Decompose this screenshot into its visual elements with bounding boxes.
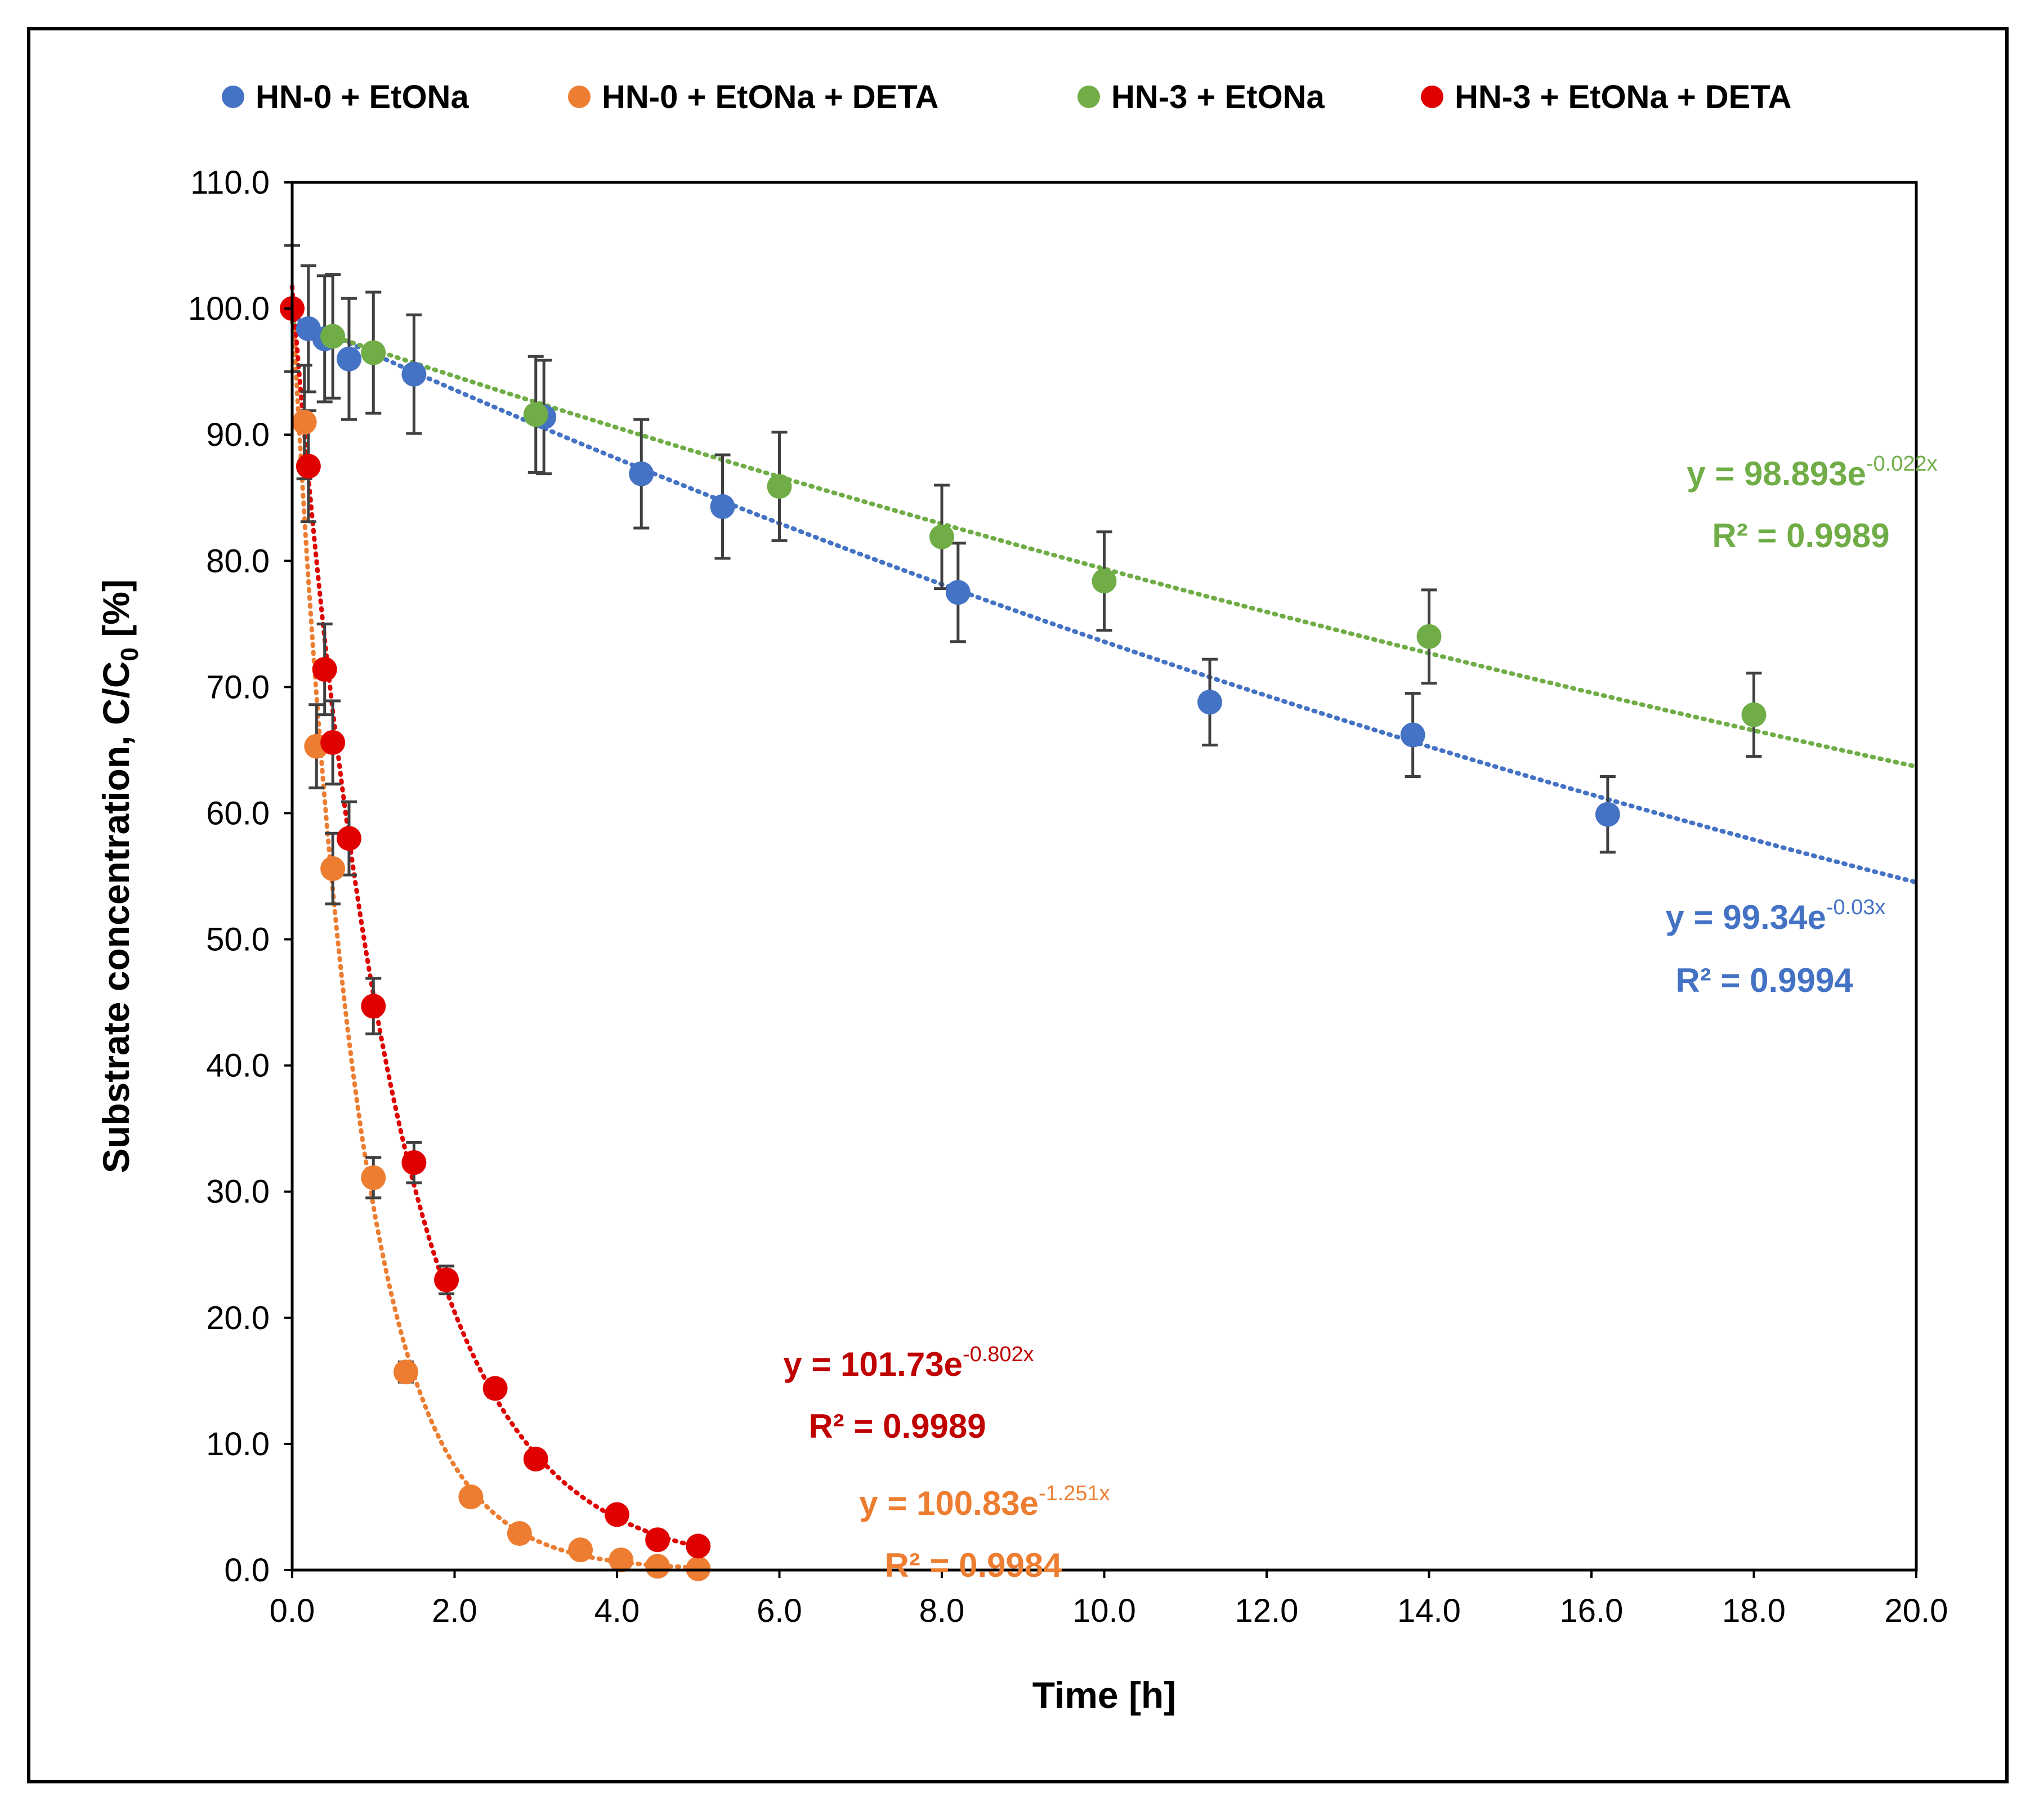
data-point-series-1 xyxy=(1400,722,1425,748)
legend-marker-series-4 xyxy=(1421,86,1443,108)
y-tick-label: 30.0 xyxy=(206,1174,270,1210)
trendline-series-4 xyxy=(290,284,705,1550)
data-point-series-3 xyxy=(1416,624,1442,649)
y-tick-label: 20.0 xyxy=(206,1300,270,1336)
data-point-series-3 xyxy=(929,524,954,549)
legend-marker-series-2 xyxy=(568,86,591,108)
data-point-series-4 xyxy=(320,730,346,755)
data-point-series-3 xyxy=(361,340,386,365)
data-point-series-1 xyxy=(401,361,427,387)
data-point-series-4 xyxy=(296,454,321,479)
r2-series-1: R² = 0.9994 xyxy=(1675,962,1853,999)
y-tick-label: 10.0 xyxy=(206,1426,270,1463)
legend-label-series-4: HN-3 + EtONa + DETA xyxy=(1455,79,1791,115)
x-tick-label: 10.0 xyxy=(1072,1593,1136,1629)
y-tick-label: 40.0 xyxy=(206,1048,270,1084)
y-axis-title-unit: [%] xyxy=(95,579,137,647)
trendline-series-1 xyxy=(290,314,1919,885)
equation-base: y = 101.73e xyxy=(783,1345,963,1383)
y-axis-title-subscript: 0 xyxy=(116,647,144,661)
data-point-series-1 xyxy=(1197,690,1223,715)
data-point-series-2 xyxy=(361,1165,386,1191)
equation-base: y = 99.34e xyxy=(1666,898,1826,936)
equation-series-4: y = 101.73e-0.802x xyxy=(783,1343,1034,1383)
equation-series-3: y = 98.893e-0.022x xyxy=(1687,452,1937,493)
r2-series-4: R² = 0.9989 xyxy=(808,1407,986,1445)
annotations: y = 99.34e-0.03x R² = 0.9994 y = 100.83e-1… xyxy=(783,452,1937,1584)
equation-exponent: -1.251x xyxy=(1039,1482,1110,1505)
data-point-series-4 xyxy=(686,1533,711,1559)
x-tick-label: 14.0 xyxy=(1397,1593,1461,1629)
equation-series-1: y = 99.34e-0.03x xyxy=(1666,896,1886,936)
data-point-series-4 xyxy=(482,1376,508,1401)
equation-base: y = 98.893e xyxy=(1687,455,1866,493)
data-point-series-3 xyxy=(320,324,346,349)
trendline-series-3 xyxy=(290,320,1919,769)
data-point-series-2 xyxy=(393,1360,418,1385)
data-point-series-4 xyxy=(361,994,386,1019)
r2-series-2: R² = 0.9984 xyxy=(884,1546,1062,1584)
data-point-series-3 xyxy=(1741,702,1767,727)
data-point-series-1 xyxy=(710,494,735,519)
data-point-series-1 xyxy=(629,461,654,486)
legend-label-series-3: HN-3 + EtONa xyxy=(1111,79,1325,115)
legend: HN-0 + EtONa HN-0 + EtONa + DETA HN-3 + Et… xyxy=(222,79,1791,115)
y-tick-label: 0.0 xyxy=(224,1552,270,1589)
data-point-series-2 xyxy=(645,1554,670,1579)
y-tick-label: 60.0 xyxy=(206,795,270,831)
data-point-series-2 xyxy=(292,409,317,435)
data-point-series-4 xyxy=(434,1267,459,1293)
x-tick-label: 4.0 xyxy=(594,1593,640,1629)
data-point-series-4 xyxy=(312,656,337,682)
data-point-series-2 xyxy=(320,856,346,882)
chart-frame: HN-0 + EtONa HN-0 + EtONa + DETA HN-3 + Et… xyxy=(27,27,2009,1783)
data-point-series-4 xyxy=(605,1502,629,1527)
legend-label-series-1: HN-0 + EtONa xyxy=(256,79,469,115)
y-tick-label: 90.0 xyxy=(206,417,270,453)
legend-marker-series-3 xyxy=(1077,86,1100,108)
axes: 0.0 2.0 4.0 6.0 8.0 10.0 12.0 14.0 16.0 18.0 20.0 0… xyxy=(95,164,1948,1716)
y-tick-label: 100.0 xyxy=(188,290,270,327)
data-point-series-4 xyxy=(523,1446,548,1472)
data-point-series-3 xyxy=(767,474,792,499)
data-point-series-3 xyxy=(1092,569,1117,594)
equation-exponent: -0.03x xyxy=(1826,896,1886,919)
x-tick-label: 20.0 xyxy=(1885,1593,1948,1629)
x-tick-label: 12.0 xyxy=(1235,1593,1299,1629)
y-tick-label: 50.0 xyxy=(206,922,270,958)
r2-series-3: R² = 0.9989 xyxy=(1712,517,1889,555)
y-tick-label: 110.0 xyxy=(190,164,270,201)
legend-label-series-2: HN-0 + EtONa + DETA xyxy=(602,79,938,115)
x-tick-label: 6.0 xyxy=(757,1593,802,1629)
equation-base: y = 100.83e xyxy=(859,1484,1039,1522)
data-point-series-4 xyxy=(401,1150,427,1175)
y-tick-label: 70.0 xyxy=(206,669,270,705)
x-tick-label: 16.0 xyxy=(1560,1593,1624,1629)
equation-exponent: -0.022x xyxy=(1866,452,1938,476)
x-axis-title: Time [h] xyxy=(1032,1674,1176,1716)
y-tick-label: 80.0 xyxy=(206,543,270,579)
trendline-series-2 xyxy=(290,296,705,1570)
chart-svg: HN-0 + EtONa HN-0 + EtONa + DETA HN-3 + Et… xyxy=(95,79,1948,1716)
x-tick-label: 2.0 xyxy=(432,1593,477,1629)
data-point-series-2 xyxy=(507,1521,532,1546)
data-point-series-4 xyxy=(645,1527,670,1553)
data-point-series-1 xyxy=(336,346,361,372)
x-tick-label: 0.0 xyxy=(270,1593,315,1629)
equation-exponent: -0.802x xyxy=(963,1343,1034,1366)
data-point-series-2 xyxy=(458,1484,484,1510)
data-point-series-4 xyxy=(336,826,361,851)
data-point-series-1 xyxy=(1595,802,1620,827)
y-axis-title-main: Substrate concentration, C/C xyxy=(95,661,137,1173)
legend-marker-series-1 xyxy=(222,86,244,108)
equation-series-2: y = 100.83e-1.251x xyxy=(859,1482,1110,1522)
data-point-series-3 xyxy=(523,402,548,427)
data-point-series-2 xyxy=(568,1537,593,1563)
x-tick-label: 8.0 xyxy=(919,1593,965,1629)
x-tick-label: 18.0 xyxy=(1722,1593,1786,1629)
y-axis-title: Substrate concentration, C/C0 [%] xyxy=(95,579,144,1173)
data-point-series-2 xyxy=(609,1548,634,1573)
data-point-series-1 xyxy=(945,580,971,605)
